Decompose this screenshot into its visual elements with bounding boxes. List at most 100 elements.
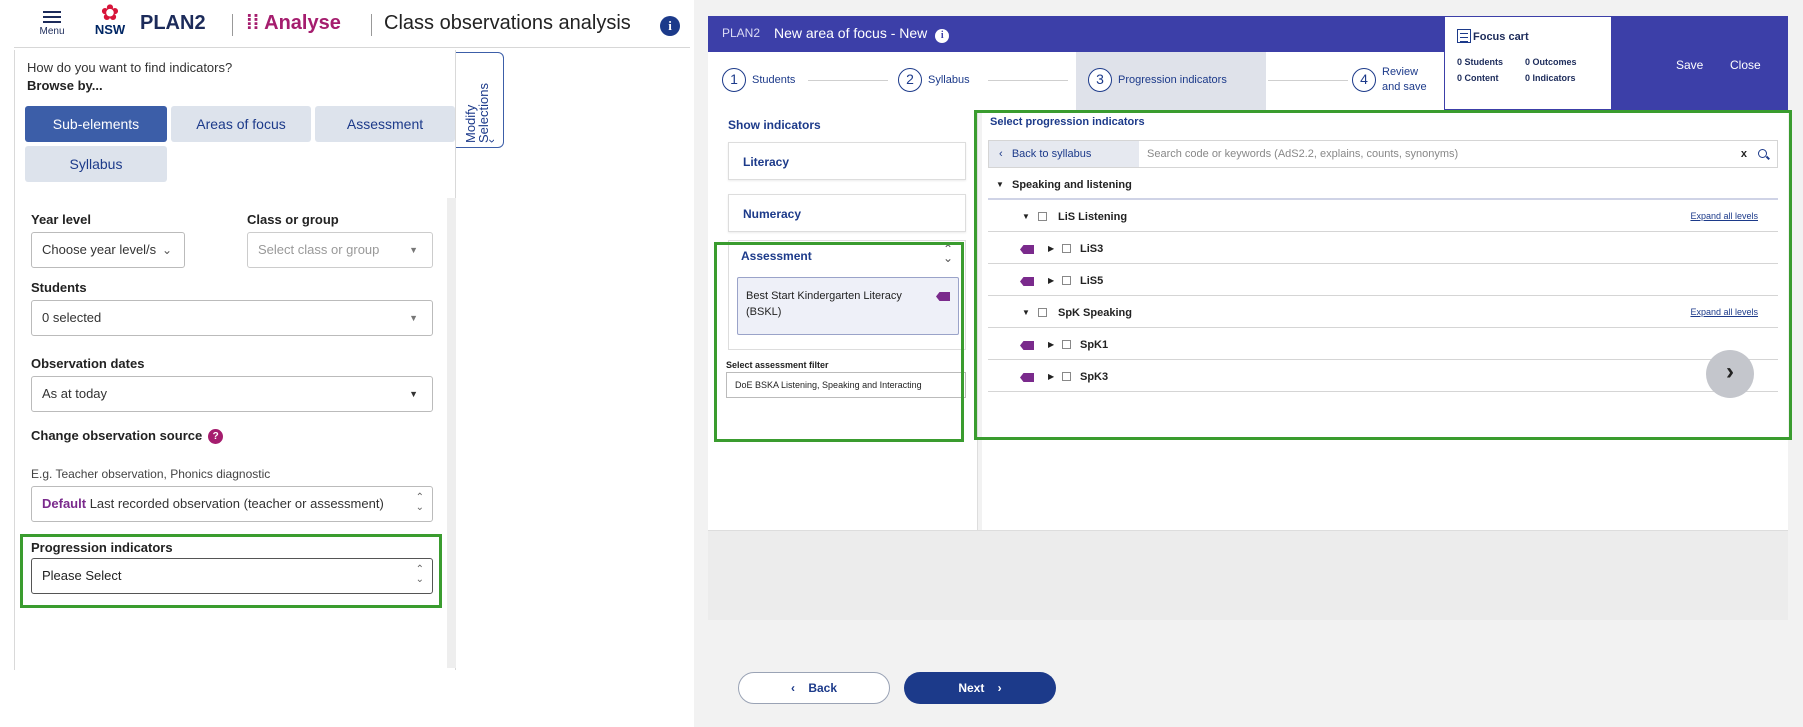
show-indicators-title: Show indicators: [728, 118, 821, 132]
class-observations-panel: Menu ✿ NSW PLAN2 ⁞⁞ Analyse Class observ…: [0, 0, 690, 727]
search-input[interactable]: Search code or keywords (AdS2.2, explain…: [1147, 148, 1459, 160]
class-group-select[interactable]: Select class or group ▼: [247, 232, 433, 268]
tab-assessment[interactable]: Assessment: [315, 106, 455, 142]
group-checkbox[interactable]: [1038, 212, 1047, 221]
save-button[interactable]: Save: [1676, 58, 1704, 72]
class-group-placeholder: Select class or group: [258, 242, 380, 257]
item-checkbox[interactable]: [1062, 372, 1071, 381]
show-indicators-panel: Show indicators Literacy Numeracy Assess…: [708, 110, 978, 530]
assessment-highlight: [714, 242, 964, 442]
help-icon[interactable]: ?: [208, 429, 224, 444]
progression-indicators-panel: Select progression indicators ‹ Back to …: [982, 110, 1788, 530]
item-checkbox[interactable]: [1062, 244, 1071, 253]
expand-triangle-icon: ▶: [1048, 340, 1055, 349]
observation-dates-value: As at today: [42, 386, 108, 401]
clear-search-button[interactable]: x: [1740, 148, 1747, 160]
item-checkbox[interactable]: [1062, 276, 1071, 285]
modify-selections-tab[interactable]: ‹ Modify Selections: [456, 52, 504, 148]
app-name[interactable]: PLAN2: [140, 12, 206, 34]
wizard-footer: ‹ Back Next ›: [708, 620, 1788, 706]
assessment-heading: Assessment: [741, 249, 812, 263]
focus-title: New area of focus - New i: [774, 25, 950, 43]
nsw-waratah-icon: ✿: [100, 0, 120, 25]
observation-source-select[interactable]: Default Last recorded observation (teach…: [31, 486, 433, 522]
close-button[interactable]: Close: [1730, 58, 1761, 72]
year-level-select[interactable]: Choose year level/s ⌄: [31, 232, 185, 268]
collapse-triangle-icon: ▼: [1022, 308, 1030, 317]
expand-all-link[interactable]: Expand all levels: [1690, 211, 1758, 221]
step-number: 2: [898, 68, 922, 92]
numeracy-card[interactable]: Numeracy: [728, 194, 966, 232]
sort-icon: ⌃ ⌄: [415, 492, 424, 513]
next-label: Next: [958, 681, 985, 695]
progression-indicators-label: Progression indicators: [31, 540, 173, 555]
top-bar: Menu ✿ NSW PLAN2 ⁞⁞ Analyse Class observ…: [14, 0, 690, 48]
assessment-filter-select[interactable]: DoE BSKA Listening, Speaking and Interac…: [726, 372, 966, 398]
next-button[interactable]: Next ›: [904, 672, 1056, 704]
tag-icon: [936, 292, 950, 301]
tree-item[interactable]: ▶ SpK1: [988, 330, 1778, 360]
step-label: Review: [1382, 66, 1419, 78]
back-to-syllabus-button[interactable]: ‹ Back to syllabus: [989, 141, 1139, 167]
literacy-card[interactable]: Literacy: [728, 142, 966, 180]
students-select[interactable]: 0 selected ▼: [31, 300, 433, 336]
bskl-item[interactable]: Best Start Kindergarten Literacy (BSKL): [737, 277, 959, 335]
tab-areas-of-focus[interactable]: Areas of focus: [171, 106, 311, 142]
step-review-and-save[interactable]: 4 Review and save: [1352, 52, 1442, 110]
expand-all-link[interactable]: Expand all levels: [1690, 307, 1758, 317]
year-level-value: Choose year level/s: [42, 242, 157, 257]
search-icon[interactable]: [1758, 149, 1767, 158]
tag-icon: [1020, 341, 1034, 350]
step-progression-indicators[interactable]: 3 Progression indicators: [1088, 52, 1258, 110]
bskl-label: Best Start Kindergarten Literacy (BSKL): [746, 290, 902, 318]
sort-icon: ⌃ ⌄: [415, 564, 424, 585]
caret-down-icon: ▼: [409, 245, 418, 255]
back-to-syllabus-label: Back to syllabus: [1011, 148, 1092, 160]
nsw-logo-text: NSW: [94, 22, 126, 37]
item-checkbox[interactable]: [1062, 340, 1071, 349]
focus-cart-title: Focus cart: [1473, 31, 1529, 43]
group-label: LiS Listening: [1058, 211, 1128, 223]
info-icon[interactable]: i: [660, 16, 680, 36]
focus-cart[interactable]: Focus cart 0 Students 0 Outcomes 0 Conte…: [1444, 16, 1612, 110]
tree-item[interactable]: ▶ LiS5: [988, 266, 1778, 296]
step-students[interactable]: 1 Students: [722, 52, 812, 110]
item-label: LiS5: [1080, 275, 1104, 287]
search-bar: ‹ Back to syllabus Search code or keywor…: [988, 140, 1778, 168]
expand-triangle-icon: ▶: [1048, 244, 1055, 253]
tab-sub-elements[interactable]: Sub-elements: [25, 106, 167, 142]
tree-group[interactable]: ▼ LiS Listening Expand all levels: [988, 202, 1778, 232]
group-checkbox[interactable]: [1038, 308, 1047, 317]
step-syllabus[interactable]: 2 Syllabus: [898, 52, 988, 110]
panel-scrollbar[interactable]: [447, 198, 456, 668]
item-label: SpK3: [1080, 371, 1109, 383]
students-value: 0 selected: [42, 310, 102, 325]
filter-panel: How do you want to find indicators? Brow…: [14, 50, 456, 670]
step-label: Syllabus: [928, 74, 970, 86]
observation-dates-select[interactable]: As at today ▼: [31, 376, 433, 412]
back-button[interactable]: ‹ Back: [738, 672, 890, 704]
section-label: Speaking and listening: [1012, 179, 1132, 191]
observation-source-label: Change observation source?: [31, 428, 224, 444]
chevron-right-icon[interactable]: ›: [1706, 350, 1754, 398]
menu-icon: [43, 11, 61, 23]
progression-title: Select progression indicators: [990, 116, 1145, 128]
step-connector: [808, 80, 888, 81]
module-name[interactable]: ⁞⁞ Analyse: [246, 12, 341, 34]
tree-item[interactable]: ▶ SpK3: [988, 362, 1778, 392]
tab-syllabus[interactable]: Syllabus: [25, 146, 167, 182]
menu-label: Menu: [39, 26, 65, 37]
tree-section[interactable]: ▼ Speaking and listening: [988, 170, 1778, 200]
info-icon[interactable]: i: [935, 29, 950, 43]
progression-indicators-select[interactable]: Please Select ⌃ ⌄: [31, 558, 433, 594]
sort-icon[interactable]: ⌃ ⌄: [942, 242, 953, 265]
step-connector: [1268, 80, 1348, 81]
tree-group[interactable]: ▼ SpK Speaking Expand all levels: [988, 298, 1778, 328]
observation-dates-label: Observation dates: [31, 356, 145, 371]
cart-students: 0 Students: [1457, 57, 1504, 67]
menu-button[interactable]: Menu: [30, 8, 74, 44]
cart-outcomes: 0 Outcomes: [1525, 57, 1577, 67]
observation-source-value: Last recorded observation (teacher or as…: [89, 496, 384, 511]
expand-triangle-icon: ▶: [1048, 372, 1055, 381]
tree-item[interactable]: ▶ LiS3: [988, 234, 1778, 264]
